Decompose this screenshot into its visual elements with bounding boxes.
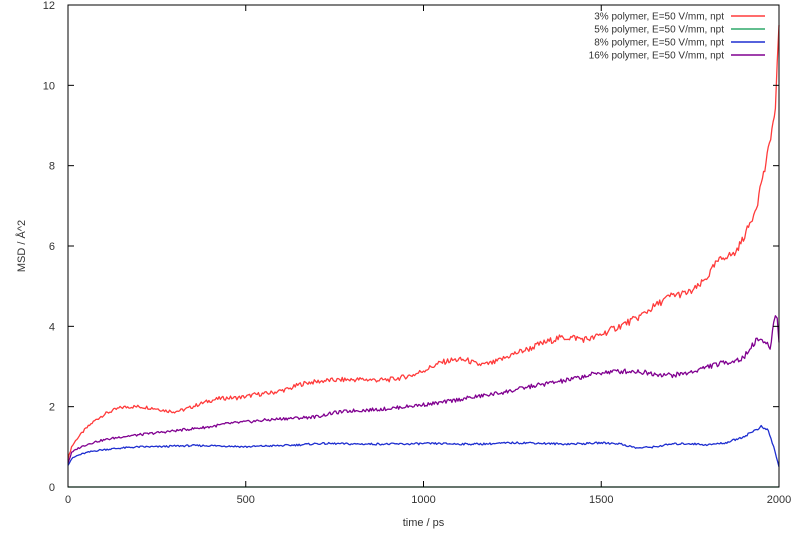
legend-label: 5% polymer, E=50 V/mm, npt [594,25,724,36]
legend-label: 16% polymer, E=50 V/mm, npt [589,51,725,62]
y-tick-label: 8 [49,161,55,173]
x-tick-label: 500 [237,494,255,506]
x-tick-label: 1500 [589,494,613,506]
legend-label: 3% polymer, E=50 V/mm, npt [594,12,724,23]
series-line-4 [67,315,780,464]
series-line-3 [67,424,780,468]
y-axis-title: MSD / Å^2 [15,220,28,272]
series-line-1 [67,25,780,460]
legend: 3% polymer, E=50 V/mm, npt 5% polymer, E=… [589,12,765,62]
x-tick-label: 2000 [767,494,791,506]
y-tick-label: 6 [49,241,55,253]
y-tick-label: 0 [49,482,55,494]
y-tick-label: 2 [49,402,55,414]
x-tick-label: 1000 [411,494,435,506]
plot-frame [67,4,780,488]
x-axis-title: time / ps [403,517,445,529]
x-tick-label: 0 [65,494,71,506]
y-tick-label: 12 [43,0,55,12]
y-tick-label: 10 [43,80,55,92]
legend-label: 8% polymer, E=50 V/mm, npt [594,38,724,49]
y-tick-label: 4 [49,321,55,333]
